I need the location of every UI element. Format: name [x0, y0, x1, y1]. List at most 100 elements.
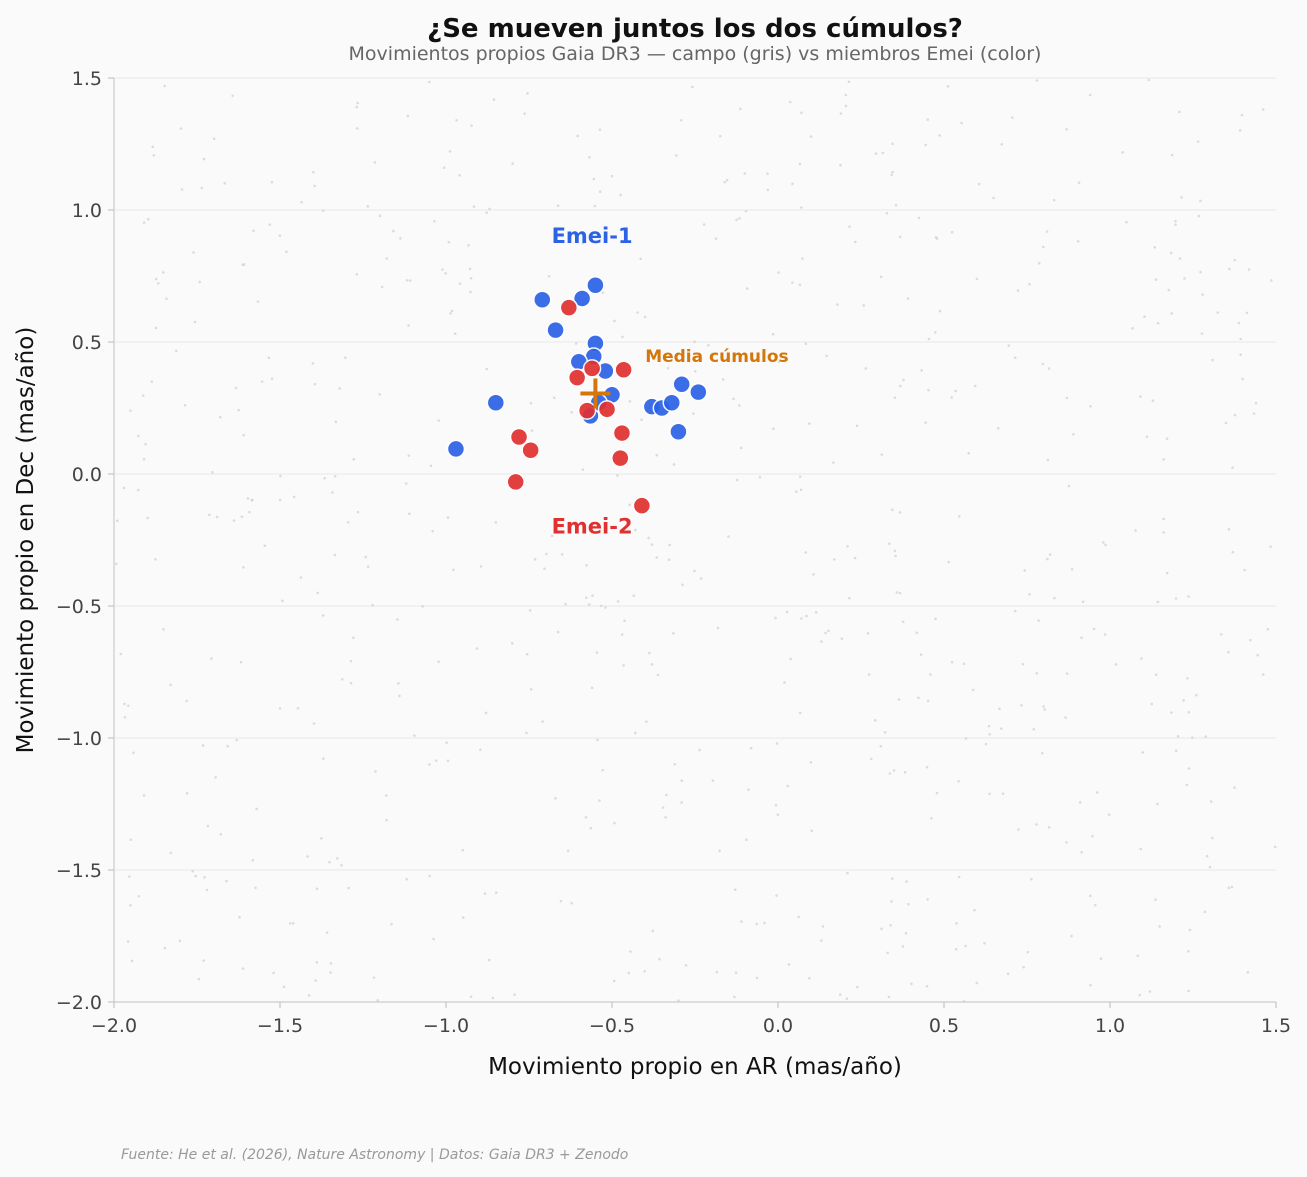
emei-2-point	[567, 368, 587, 387]
field-star	[824, 631, 827, 635]
field-star	[714, 237, 718, 240]
field-star	[886, 951, 889, 955]
field-star	[814, 611, 818, 614]
field-star	[1233, 413, 1237, 417]
field-star	[344, 356, 347, 360]
field-star	[1141, 751, 1145, 754]
field-star	[1046, 458, 1050, 462]
field-star	[404, 482, 408, 485]
field-star	[200, 186, 204, 190]
field-star	[526, 92, 529, 95]
field-star	[399, 237, 402, 240]
field-star	[883, 731, 887, 734]
field-star	[1064, 716, 1067, 719]
field-star	[836, 303, 839, 306]
field-star	[218, 415, 222, 419]
field-star	[604, 606, 607, 609]
field-star	[494, 521, 498, 524]
field-star	[919, 653, 923, 656]
field-star	[214, 775, 217, 779]
field-star	[192, 251, 195, 254]
field-star	[1088, 93, 1092, 97]
field-star	[1043, 708, 1047, 711]
field-star	[472, 205, 476, 208]
field-star	[215, 515, 219, 519]
field-star	[1174, 219, 1177, 223]
field-star	[846, 871, 849, 875]
field-star	[800, 206, 803, 209]
field-star	[734, 971, 738, 975]
field-star	[469, 276, 473, 280]
field-star	[530, 429, 534, 432]
field-star	[355, 272, 359, 276]
field-star	[525, 731, 528, 735]
field-star	[599, 604, 603, 608]
field-star	[1000, 143, 1004, 146]
field-star	[848, 225, 851, 228]
field-star	[194, 874, 198, 878]
field-star	[256, 300, 260, 303]
field-star	[488, 207, 491, 211]
field-star	[252, 229, 255, 233]
field-star	[1211, 358, 1214, 362]
field-star	[312, 170, 315, 174]
field-star	[1154, 673, 1158, 677]
field-star	[185, 791, 189, 795]
field-star	[984, 742, 988, 746]
field-star	[755, 922, 758, 926]
field-star	[385, 257, 389, 260]
field-star	[827, 629, 830, 633]
field-star	[601, 291, 605, 295]
field-star	[636, 311, 639, 314]
field-star	[998, 707, 1001, 711]
field-star	[137, 894, 141, 898]
field-star	[132, 751, 135, 755]
field-star	[434, 759, 438, 762]
field-star	[807, 976, 811, 980]
field-star	[738, 217, 741, 220]
field-star	[677, 999, 680, 1002]
field-star	[1165, 571, 1169, 575]
field-star	[787, 963, 791, 966]
field-star	[328, 860, 331, 864]
field-star	[903, 771, 907, 774]
field-star	[1174, 597, 1178, 600]
field-star	[610, 174, 614, 178]
field-star	[523, 112, 526, 115]
field-star	[747, 788, 750, 791]
field-star	[144, 442, 147, 446]
field-star	[137, 434, 140, 438]
field-star	[958, 515, 961, 518]
field-star	[1249, 638, 1252, 642]
field-star	[1170, 153, 1174, 157]
emei-2-point	[612, 423, 632, 443]
y-tick-label: 0.5	[72, 332, 102, 354]
field-star	[347, 886, 350, 890]
field-star	[281, 599, 284, 603]
field-star	[378, 393, 382, 396]
field-star	[725, 178, 729, 182]
field-star	[407, 454, 411, 457]
field-star	[447, 240, 451, 244]
field-star	[1030, 877, 1033, 881]
field-star	[627, 971, 631, 975]
field-star	[444, 272, 447, 275]
field-star	[1187, 595, 1190, 598]
field-star	[1261, 673, 1265, 676]
field-star	[232, 519, 236, 522]
field-star	[763, 921, 766, 925]
field-star	[1209, 800, 1213, 803]
field-star	[263, 544, 267, 548]
field-star	[340, 864, 343, 867]
field-star	[693, 340, 696, 344]
field-star	[1165, 437, 1169, 441]
field-star	[964, 944, 967, 948]
field-star	[967, 451, 971, 455]
field-star	[679, 118, 683, 122]
field-star	[926, 118, 930, 121]
field-star	[291, 922, 295, 925]
field-star	[775, 894, 778, 897]
field-star	[270, 180, 274, 184]
field-star	[721, 378, 725, 381]
field-star	[169, 851, 173, 855]
